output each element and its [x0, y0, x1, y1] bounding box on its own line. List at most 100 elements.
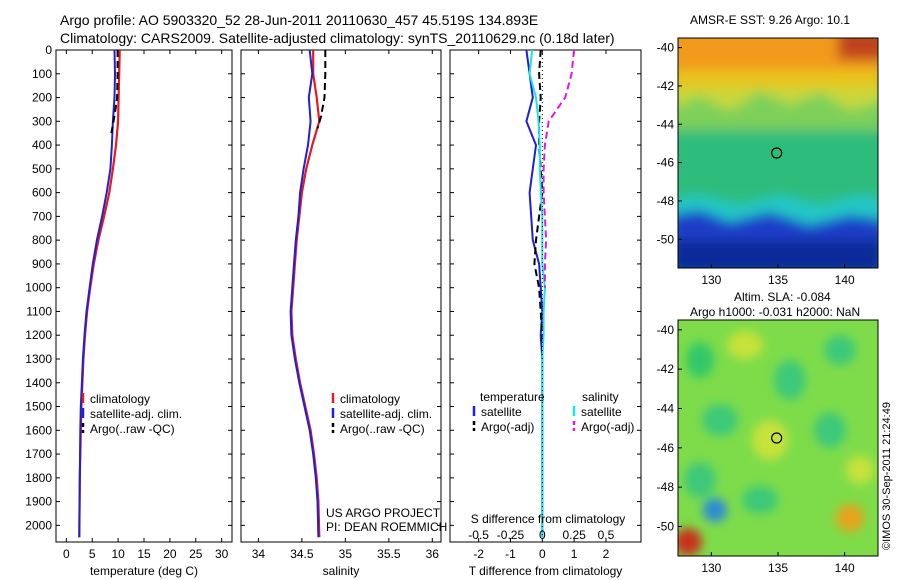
y-tick-label: 1700	[25, 447, 52, 461]
y-tick-label: 2000	[25, 518, 52, 532]
series-line-argo	[316, 50, 327, 129]
x-tick-label: 0	[539, 547, 546, 561]
sst-map	[678, 38, 878, 268]
figure-title-line2: Climatology: CARS2009. Satellite-adjuste…	[60, 30, 615, 46]
y-tick-label: 600	[32, 186, 52, 200]
y-tick-label: 1900	[25, 495, 52, 509]
map-y-tick-label: -44	[657, 402, 675, 416]
y-tick-label: 1400	[25, 376, 52, 390]
legend-label: Argo(..raw -QC)	[340, 422, 425, 436]
x-tick-label: 35	[339, 547, 353, 561]
legend-label: Argo(-adj)	[481, 420, 534, 434]
map-x-tick-label: 140	[835, 561, 855, 575]
sla-map-title-line1: Altim. SLA: -0.084	[734, 290, 831, 304]
x-tick-label: -2	[473, 547, 484, 561]
y-tick-label: 1500	[25, 400, 52, 414]
x-tick-label: -1	[505, 547, 516, 561]
legend-label: satellite	[481, 405, 522, 419]
legend-salinity-header: salinity	[582, 390, 619, 404]
x-tick-label: 20	[163, 547, 177, 561]
map-y-tick-label: -44	[657, 117, 675, 131]
x-axis-label: T difference from climatology	[469, 564, 623, 578]
x-tick-label: 36	[426, 547, 440, 561]
x-tick-label: 30	[215, 547, 229, 561]
map-axes: 130 135 140 -40 -42 -44 -46 -48 -50 130 135 140 -40 -…	[657, 37, 879, 575]
y-tick-label: 1200	[25, 328, 52, 342]
legend-label: Argo(-adj)	[581, 420, 634, 434]
plot-frame	[55, 49, 233, 543]
x-axis-label: temperature (deg C)	[90, 564, 198, 578]
y-tick-label: 300	[32, 114, 52, 128]
x-tick-label: 25	[189, 547, 203, 561]
x-tick-label: 5	[89, 547, 96, 561]
x-tick-label: 1	[571, 547, 578, 561]
argo-position-marker	[771, 432, 783, 444]
map-y-tick-label: -50	[657, 232, 675, 246]
map-y-tick-label: -42	[657, 362, 675, 376]
y-tick-label: 500	[32, 162, 52, 176]
legend-temperature-header: temperature	[480, 390, 545, 404]
x-axis-label: salinity	[323, 564, 360, 578]
y-tick-label: 1100	[26, 304, 52, 318]
series-line-satellite	[289, 49, 320, 538]
map-x-tick-label: 130	[701, 561, 721, 575]
y-tick-label: 0	[45, 43, 52, 57]
copyright-stamp: ©IMOS 30-Sep-2011 21:24:49	[881, 402, 893, 550]
temperature-panel: 0 5 10 15 20 25 300100200300400500600700800900…	[25, 43, 233, 578]
legend-label: satellite-adj. clim.	[90, 407, 182, 421]
sla-map	[678, 320, 878, 556]
x2-tick-label: 0.5	[598, 528, 615, 542]
y-tick-label: 100	[32, 67, 52, 81]
y-tick-label: 1000	[25, 281, 52, 295]
y-tick-label: 400	[32, 138, 52, 152]
y-tick-label: 200	[32, 91, 52, 105]
credit-project: US ARGO PROJECT	[326, 506, 441, 520]
x-tick-label: 0	[63, 547, 70, 561]
map-y-tick-label: -40	[657, 323, 675, 337]
y-tick-label: 800	[32, 233, 52, 247]
map-y-tick-label: -48	[657, 480, 675, 494]
difference-panel: -2 -1 0 1 2 T difference from climatology -0.5…	[449, 49, 642, 578]
plot-frame	[240, 49, 442, 543]
map-y-tick-label: -46	[657, 441, 675, 455]
sst-map-title: AMSR-E SST: 9.26 Argo: 10.1	[690, 13, 851, 27]
map-y-tick-label: -46	[657, 156, 675, 170]
credit-pi: PI: DEAN ROEMMICH	[326, 520, 447, 534]
x2-tick-label: 0.25	[562, 528, 586, 542]
x-tick-label: 34.5	[290, 547, 314, 561]
map-x-tick-label: 130	[701, 273, 721, 287]
sla-map-title-line2: Argo h1000: -0.031 h2000: NaN	[690, 305, 861, 319]
map-y-tick-label: -48	[657, 194, 675, 208]
x2-tick-label: 0	[539, 528, 546, 542]
x2-tick-label: -0.5	[468, 528, 489, 542]
map-y-tick-label: -42	[657, 79, 675, 93]
y-tick-label: 900	[32, 257, 52, 271]
x-tick-label: 34	[252, 547, 266, 561]
x2-axis-label: S difference from climatology	[471, 512, 626, 526]
figure-title-line1: Argo profile: AO 5903320_52 28-Jun-2011 …	[60, 12, 539, 28]
legend-label: Argo(..raw -QC)	[90, 422, 175, 436]
y-tick-label: 1800	[25, 471, 52, 485]
map-y-tick-label: -40	[657, 41, 675, 55]
legend-label: satellite	[581, 405, 622, 419]
x-tick-label: 10	[111, 547, 125, 561]
legend-label: climatology	[340, 392, 400, 406]
map-y-tick-label: -50	[657, 520, 675, 534]
x-tick-label: 2	[603, 547, 610, 561]
y-tick-label: 700	[32, 209, 52, 223]
legend-label: climatology	[90, 392, 150, 406]
salinity-panel: 34 34.5 35 35.5 36 salinity climatologysatelli…	[240, 49, 447, 578]
argo-position-marker	[771, 147, 783, 159]
y-tick-label: 1300	[25, 352, 52, 366]
legend-label: satellite-adj. clim.	[340, 407, 432, 421]
map-x-tick-label: 140	[835, 273, 855, 287]
series-line-satellite	[78, 49, 117, 538]
map-x-tick-label: 135	[768, 561, 788, 575]
x-tick-label: 35.5	[377, 547, 401, 561]
map-x-tick-label: 135	[768, 273, 788, 287]
y-tick-label: 1600	[25, 423, 52, 437]
x2-tick-label: -0.25	[497, 528, 525, 542]
plot-frame	[449, 49, 642, 543]
series-line-s-argo	[542, 49, 576, 288]
